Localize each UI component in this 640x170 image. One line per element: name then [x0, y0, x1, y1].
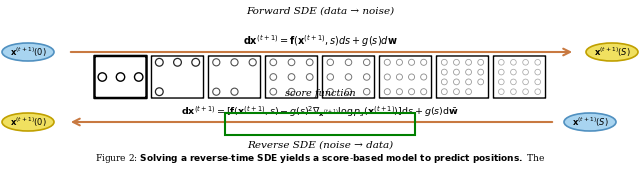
Circle shape: [477, 69, 484, 75]
Circle shape: [408, 89, 415, 95]
Text: Figure 2: $\mathbf{Solving\ a\ reverse\text{-}time\ SDE\ yields\ a\ score\text{-: Figure 2: $\mathbf{Solving\ a\ reverse\t…: [95, 152, 545, 165]
Circle shape: [307, 74, 313, 80]
Circle shape: [396, 74, 403, 80]
Circle shape: [364, 88, 370, 95]
Circle shape: [523, 59, 529, 65]
Ellipse shape: [2, 43, 54, 61]
FancyBboxPatch shape: [209, 56, 260, 98]
Circle shape: [270, 59, 276, 66]
Text: $\mathbf{x}^{(t+1)}(0)$: $\mathbf{x}^{(t+1)}(0)$: [10, 45, 46, 59]
Circle shape: [523, 69, 529, 75]
Circle shape: [345, 59, 352, 66]
Circle shape: [442, 69, 447, 75]
Circle shape: [535, 89, 541, 95]
Circle shape: [454, 69, 460, 75]
Circle shape: [270, 74, 276, 80]
Circle shape: [535, 79, 541, 85]
Circle shape: [477, 79, 484, 85]
Circle shape: [511, 79, 516, 85]
Circle shape: [116, 73, 125, 81]
Circle shape: [477, 59, 484, 65]
Circle shape: [396, 89, 403, 95]
Circle shape: [454, 79, 460, 85]
Circle shape: [98, 73, 106, 81]
Text: $\mathbf{x}^{(t+1)}(S)$: $\mathbf{x}^{(t+1)}(S)$: [572, 115, 609, 129]
FancyBboxPatch shape: [95, 56, 147, 98]
Circle shape: [499, 69, 504, 75]
Circle shape: [535, 59, 541, 65]
Circle shape: [420, 59, 427, 65]
Circle shape: [345, 88, 352, 95]
Text: $\mathbf{dx}^{(t+1)}=[\mathbf{f}(\mathbf{x}^{(t+1)},s)-g(s)^2\nabla_{\mathbf{x}^: $\mathbf{dx}^{(t+1)}=[\mathbf{f}(\mathbf…: [181, 104, 459, 119]
Circle shape: [408, 59, 415, 65]
Circle shape: [384, 59, 390, 65]
Circle shape: [212, 88, 220, 95]
Circle shape: [420, 74, 427, 80]
Circle shape: [442, 79, 447, 85]
Circle shape: [511, 89, 516, 95]
Text: $\mathbf{x}^{(t+1)}(S)$: $\mathbf{x}^{(t+1)}(S)$: [594, 45, 630, 59]
Text: Forward SDE (data → noise): Forward SDE (data → noise): [246, 7, 394, 16]
Circle shape: [499, 79, 504, 85]
Circle shape: [270, 88, 276, 95]
FancyBboxPatch shape: [493, 56, 545, 98]
Circle shape: [466, 69, 472, 75]
Circle shape: [288, 74, 295, 80]
Text: $\mathbf{x}^{(t+1)}(0)$: $\mathbf{x}^{(t+1)}(0)$: [10, 115, 46, 129]
Circle shape: [345, 74, 352, 80]
Circle shape: [327, 59, 333, 66]
Circle shape: [466, 79, 472, 85]
Circle shape: [535, 69, 541, 75]
Circle shape: [173, 58, 181, 66]
Ellipse shape: [564, 113, 616, 131]
Circle shape: [327, 88, 333, 95]
Circle shape: [134, 73, 143, 81]
Circle shape: [420, 89, 427, 95]
Circle shape: [442, 59, 447, 65]
Text: $\mathbf{dx}^{(t+1)}=\mathbf{f}(\mathbf{x}^{(t+1)},s)ds+g(s)d\mathbf{w}$: $\mathbf{dx}^{(t+1)}=\mathbf{f}(\mathbf{…: [243, 33, 397, 49]
Ellipse shape: [586, 43, 638, 61]
Circle shape: [231, 88, 238, 95]
Circle shape: [249, 59, 256, 66]
Circle shape: [523, 89, 529, 95]
Circle shape: [212, 59, 220, 66]
Text: Reverse SDE (noise → data): Reverse SDE (noise → data): [247, 141, 393, 150]
Circle shape: [454, 59, 460, 65]
Circle shape: [523, 79, 529, 85]
Circle shape: [396, 59, 403, 65]
FancyBboxPatch shape: [380, 56, 431, 98]
Circle shape: [454, 89, 460, 95]
Circle shape: [384, 74, 390, 80]
Circle shape: [466, 89, 472, 95]
Circle shape: [288, 59, 295, 66]
Circle shape: [327, 74, 333, 80]
Circle shape: [364, 59, 370, 66]
Circle shape: [499, 89, 504, 95]
Circle shape: [442, 89, 447, 95]
Circle shape: [499, 59, 504, 65]
Ellipse shape: [2, 113, 54, 131]
Circle shape: [288, 88, 295, 95]
FancyBboxPatch shape: [323, 56, 374, 98]
Circle shape: [307, 59, 313, 66]
Text: score function: score function: [285, 89, 355, 98]
FancyBboxPatch shape: [266, 56, 317, 98]
FancyBboxPatch shape: [152, 56, 204, 98]
Circle shape: [192, 58, 200, 66]
Circle shape: [364, 74, 370, 80]
Circle shape: [231, 59, 238, 66]
FancyBboxPatch shape: [436, 56, 488, 98]
Circle shape: [156, 58, 163, 66]
Circle shape: [408, 74, 415, 80]
Circle shape: [156, 88, 163, 96]
Circle shape: [511, 69, 516, 75]
Circle shape: [384, 89, 390, 95]
Circle shape: [466, 59, 472, 65]
Circle shape: [511, 59, 516, 65]
